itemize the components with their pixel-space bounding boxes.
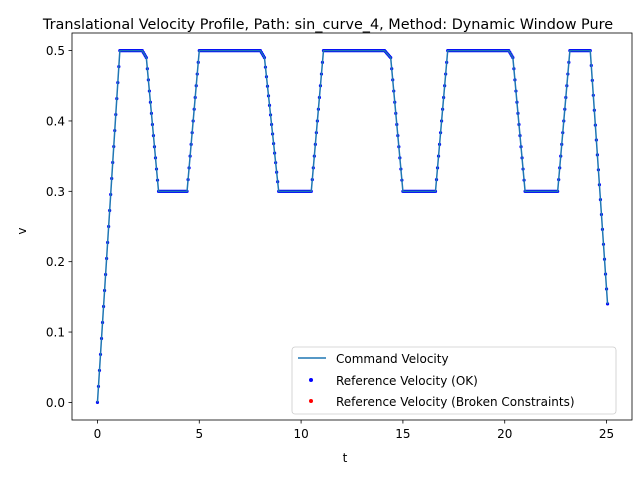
legend-label-reference-broken: Reference Velocity (Broken Constraints) [336,395,575,409]
legend: Command Velocity Reference Velocity (OK)… [291,346,617,415]
x-tick-label: 10 [293,427,308,441]
legend-label-reference-ok: Reference Velocity (OK) [336,374,478,388]
legend-swatch-reference-ok [309,378,313,382]
legend-swatch-reference-broken [309,399,313,403]
x-tick-label: 20 [497,427,512,441]
x-tick-label: 25 [599,427,614,441]
y-tick-label: 0.1 [46,326,65,340]
y-tick-label: 0.2 [46,255,65,269]
legend-label-command-velocity: Command Velocity [336,352,449,366]
legend-box [291,346,617,415]
x-ticks: 0 5 10 15 20 25 [94,420,614,441]
x-tick-label: 5 [195,427,203,441]
x-axis-label: t [343,451,348,465]
chart-title: Translational Velocity Profile, Path: si… [42,17,613,33]
command-velocity-line [96,49,609,403]
plot-frame [71,32,633,421]
x-tick-label: 0 [94,427,102,441]
y-tick-label: 0.3 [46,185,65,199]
y-tick-label: 0.0 [46,396,65,410]
y-tick-label: 0.4 [46,114,65,128]
y-ticks: 0.0 0.1 0.2 0.3 0.4 0.5 [46,44,72,410]
plot-series [95,48,610,405]
y-tick-label: 0.5 [46,44,65,58]
y-axis-label: v [15,227,29,234]
x-tick-label: 15 [395,427,410,441]
